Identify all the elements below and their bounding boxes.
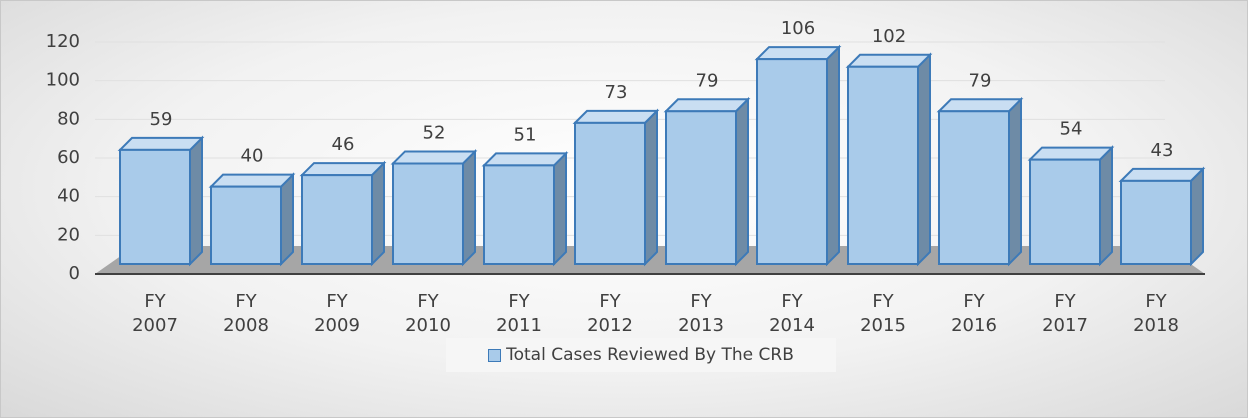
bar: [208, 172, 296, 267]
bar-side: [735, 96, 749, 267]
x-tick-label: FY 2013: [678, 291, 724, 336]
x-tick-label: FY 2018: [1133, 291, 1179, 336]
bar-side: [826, 44, 840, 267]
data-label: 51: [514, 124, 537, 145]
y-tick-label: 40: [57, 186, 80, 207]
bar-side: [189, 135, 203, 267]
y-tick-label: 80: [57, 108, 80, 129]
x-tick-label: FY 2011: [496, 291, 542, 336]
bar-front: [210, 185, 282, 265]
bar: [390, 149, 478, 267]
bar: [663, 96, 751, 267]
bar-side: [1099, 145, 1113, 267]
x-tick-label: FY 2010: [405, 291, 451, 336]
bar-side: [1190, 166, 1204, 267]
y-tick-label: 100: [46, 70, 80, 91]
data-label: 43: [1151, 140, 1174, 161]
bar: [572, 108, 660, 267]
bar-top: [481, 152, 569, 167]
bar-top: [208, 173, 296, 188]
bar: [1118, 166, 1206, 267]
bar-top: [754, 46, 842, 61]
data-label: 79: [696, 70, 719, 91]
data-label: 52: [423, 122, 446, 143]
bar-top: [299, 162, 387, 177]
bar-front: [756, 58, 828, 265]
x-tick-label: FY 2012: [587, 291, 633, 336]
y-tick-label: 120: [46, 31, 80, 52]
bar: [299, 160, 387, 267]
bar-front: [847, 65, 919, 265]
data-label: 106: [781, 18, 815, 39]
x-tick-label: FY 2016: [951, 291, 997, 336]
bar-front: [483, 164, 555, 265]
bar-front: [938, 110, 1010, 265]
bar-side: [644, 108, 658, 267]
bar-top: [936, 98, 1024, 113]
data-label: 102: [872, 26, 906, 47]
bar-top: [572, 109, 660, 124]
bar-front: [392, 162, 464, 265]
bar-side: [462, 149, 476, 267]
bar-side: [917, 52, 931, 267]
bar-side: [553, 150, 567, 267]
legend-label: Total Cases Reviewed By The CRB: [506, 345, 794, 365]
y-tick-label: 0: [69, 263, 80, 284]
bar-front: [574, 121, 646, 265]
bar-top: [1027, 146, 1115, 161]
bar-front: [119, 148, 191, 265]
x-tick-label: FY 2015: [860, 291, 906, 336]
bar-top: [845, 53, 933, 68]
bar: [117, 135, 205, 267]
bar-side: [371, 160, 385, 267]
y-tick-label: 60: [57, 147, 80, 168]
bar-front: [665, 110, 737, 265]
bar-top: [117, 136, 205, 151]
data-label: 54: [1060, 119, 1083, 140]
x-tick-label: FY 2017: [1042, 291, 1088, 336]
data-label: 40: [241, 146, 264, 167]
x-tick-label: FY 2008: [223, 291, 269, 336]
data-label: 73: [605, 82, 628, 103]
bar: [481, 150, 569, 267]
data-label: 46: [332, 134, 355, 155]
y-tick-label: 20: [57, 224, 80, 245]
bar: [845, 52, 933, 267]
bar-front: [301, 174, 373, 265]
data-label: 79: [969, 70, 992, 91]
bar-top: [390, 150, 478, 165]
x-tick-label: FY 2009: [314, 291, 360, 336]
bar-front: [1120, 179, 1192, 265]
data-label: 59: [150, 109, 173, 130]
x-tick-label: FY 2014: [769, 291, 815, 336]
bar: [936, 96, 1024, 267]
bar-top: [663, 98, 751, 113]
legend-swatch: [488, 348, 502, 362]
bar: [754, 44, 842, 267]
bar-side: [280, 172, 294, 267]
bar-top: [1118, 167, 1206, 182]
bar-side: [1008, 96, 1022, 267]
x-tick-label: FY 2007: [132, 291, 178, 336]
bar-front: [1029, 158, 1101, 265]
bar: [1027, 145, 1115, 267]
legend: Total Cases Reviewed By The CRB: [446, 338, 836, 372]
